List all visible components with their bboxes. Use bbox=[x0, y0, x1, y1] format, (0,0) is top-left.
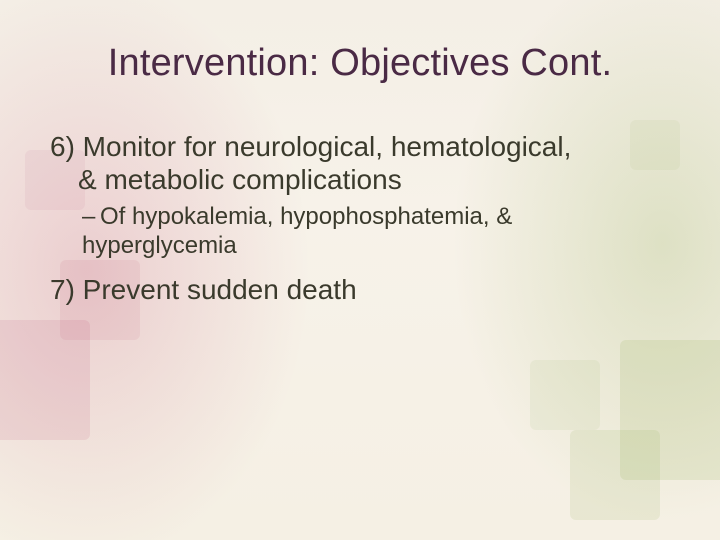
bullet-6-line2: & metabolic complications bbox=[78, 163, 402, 196]
slide-title: Intervention: Objectives Cont. bbox=[0, 42, 720, 85]
bullet-7: 7) Prevent sudden death bbox=[50, 273, 670, 306]
bg-square-green bbox=[570, 430, 660, 520]
bullet-7-text: 7) Prevent sudden death bbox=[50, 274, 357, 305]
bullet-6-sub: –Of hypokalemia, hypophosphatemia, & hyp… bbox=[82, 202, 670, 261]
bullet-6: 6) Monitor for neurological, hematologic… bbox=[50, 130, 670, 196]
dash-icon: – bbox=[82, 202, 100, 231]
slide-body: 6) Monitor for neurological, hematologic… bbox=[50, 130, 670, 312]
bullet-6-line1: 6) Monitor for neurological, hematologic… bbox=[50, 131, 571, 162]
bg-square-green bbox=[530, 360, 600, 430]
slide: Intervention: Objectives Cont. 6) Monito… bbox=[0, 0, 720, 540]
bullet-6-sub-text: Of hypokalemia, hypophosphatemia, & hype… bbox=[82, 203, 512, 259]
